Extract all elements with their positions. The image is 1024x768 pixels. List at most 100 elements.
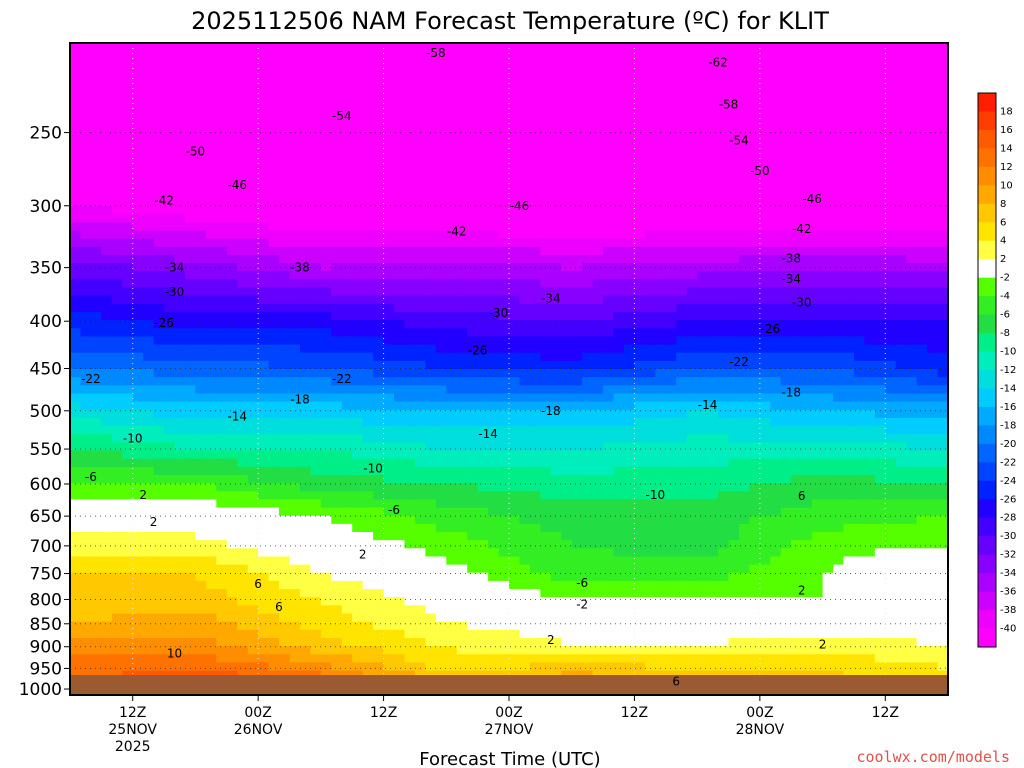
temperature-cell	[70, 434, 82, 443]
temperature-cell	[143, 377, 155, 386]
temperature-cell	[226, 181, 238, 191]
temperature-cell	[362, 515, 374, 525]
temperature-cell	[289, 197, 301, 207]
temperature-cell	[425, 450, 437, 460]
temperature-cell	[686, 434, 698, 443]
temperature-cell	[122, 181, 134, 191]
temperature-cell	[414, 181, 426, 191]
temperature-cell	[446, 580, 458, 590]
temperature-cell	[132, 352, 144, 362]
temperature-cell	[132, 222, 144, 232]
temperature-cell	[509, 564, 521, 574]
temperature-cell	[571, 336, 583, 346]
temperature-cell	[456, 246, 468, 256]
temperature-cell	[425, 320, 437, 329]
temperature-cell	[174, 230, 186, 240]
temperature-cell	[644, 409, 656, 419]
temperature-cell	[425, 499, 437, 509]
temperature-cell	[216, 116, 228, 126]
temperature-cell	[352, 352, 364, 362]
temperature-cell	[425, 572, 437, 582]
temperature-cell	[707, 100, 719, 109]
temperature-cell	[70, 360, 82, 370]
temperature-cell	[216, 450, 228, 460]
temperature-cell	[467, 369, 479, 378]
temperature-cell	[488, 646, 500, 655]
temperature-cell	[205, 532, 217, 541]
temperature-cell	[362, 189, 374, 199]
temperature-cell	[195, 515, 207, 525]
temperature-cell	[80, 360, 92, 370]
temperature-cell	[686, 263, 698, 272]
temperature-cell	[446, 311, 458, 321]
temperature-cell	[676, 670, 688, 680]
temperature-cell	[268, 450, 280, 460]
temperature-cell	[143, 271, 155, 280]
temperature-cell	[540, 629, 552, 639]
temperature-cell	[676, 352, 688, 362]
temperature-cell	[122, 450, 134, 460]
temperature-cell	[352, 222, 364, 232]
temperature-cell	[247, 499, 259, 509]
temperature-cell	[289, 116, 301, 126]
temperature-cell	[582, 132, 594, 142]
temperature-cell	[352, 409, 364, 419]
temperature-cell	[143, 434, 155, 443]
temperature-cell	[258, 254, 270, 264]
temperature-cell	[509, 254, 521, 264]
temperature-cell	[519, 148, 531, 158]
temperature-cell	[80, 197, 92, 207]
temperature-cell	[205, 401, 217, 411]
temperature-cell	[425, 434, 437, 443]
temperature-cell	[132, 279, 144, 289]
temperature-cell	[456, 206, 468, 215]
temperature-cell	[122, 499, 134, 509]
temperature-cell	[613, 303, 625, 313]
temperature-cell	[676, 287, 688, 297]
temperature-cell	[153, 589, 165, 598]
temperature-cell	[394, 91, 406, 101]
temperature-cell	[697, 51, 709, 60]
temperature-cell	[216, 263, 228, 272]
temperature-cell	[425, 352, 437, 362]
temperature-cell	[216, 597, 228, 606]
temperature-cell	[613, 91, 625, 101]
temperature-cell	[404, 197, 416, 207]
temperature-cell	[676, 83, 688, 93]
temperature-cell	[299, 597, 311, 606]
temperature-cell	[603, 140, 615, 150]
temperature-cell	[634, 197, 646, 207]
temperature-cell	[174, 637, 186, 647]
temperature-cell	[404, 442, 416, 452]
temperature-cell	[362, 629, 374, 639]
temperature-cell	[561, 263, 573, 272]
temperature-cell	[226, 507, 238, 517]
temperature-cell	[634, 360, 646, 370]
temperature-cell	[697, 409, 709, 419]
temperature-cell	[509, 515, 521, 525]
temperature-cell	[414, 100, 426, 109]
temperature-cell	[394, 572, 406, 582]
temperature-cell	[132, 637, 144, 647]
temperature-cell	[498, 466, 510, 476]
temperature-cell	[90, 157, 102, 166]
temperature-cell	[509, 385, 521, 395]
temperature-cell	[477, 173, 489, 183]
temperature-cell	[477, 165, 489, 174]
temperature-cell	[509, 181, 521, 191]
temperature-cell	[279, 189, 291, 199]
temperature-cell	[289, 360, 301, 370]
temperature-cell	[435, 564, 447, 574]
temperature-cell	[519, 279, 531, 289]
temperature-cell	[101, 654, 113, 663]
temperature-cell	[122, 654, 134, 663]
temperature-cell	[603, 83, 615, 93]
temperature-cell	[80, 474, 92, 484]
temperature-cell	[310, 157, 322, 166]
temperature-cell	[205, 165, 217, 174]
temperature-cell	[394, 311, 406, 321]
temperature-cell	[425, 311, 437, 321]
temperature-cell	[529, 116, 541, 126]
temperature-cell	[268, 344, 280, 354]
temperature-cell	[488, 629, 500, 639]
